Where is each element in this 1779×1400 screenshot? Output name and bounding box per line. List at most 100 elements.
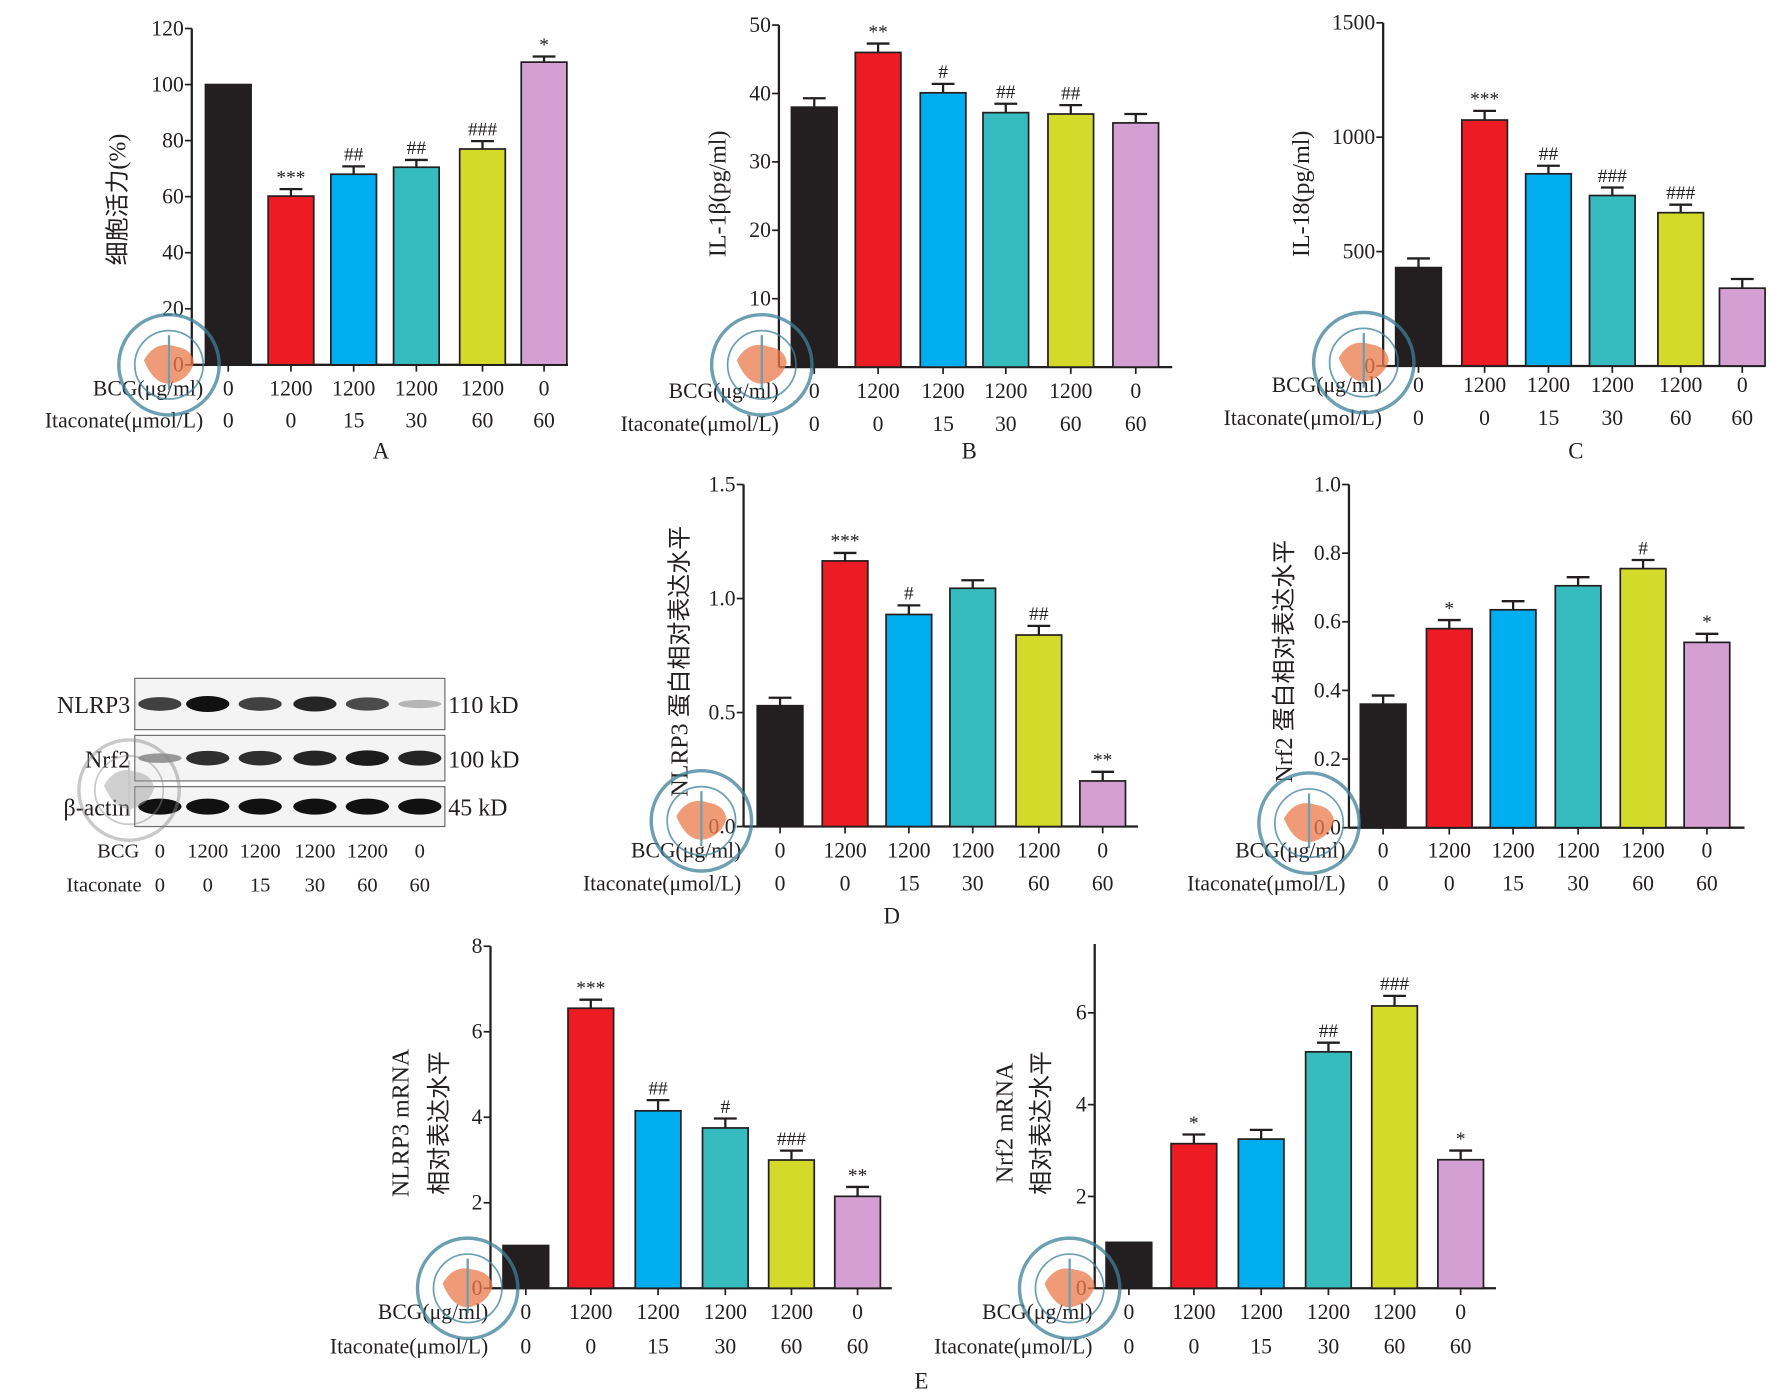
bcg-value: 1200	[823, 838, 866, 862]
blot-protein-label: NLRP3	[57, 693, 130, 719]
bcg-value: 1200	[1659, 373, 1702, 397]
y-tick-label: 40	[749, 81, 771, 105]
bar	[1394, 266, 1443, 367]
bcg-row-label: BCG(μg/ml)	[1235, 838, 1345, 862]
blot-protein-label: β-actin	[64, 796, 131, 822]
itaconate-value: 60	[1696, 871, 1718, 895]
blot-row-1: Nrf2 100 kD	[85, 734, 519, 782]
itaconate-value: 60	[781, 1334, 803, 1358]
bar	[1047, 113, 1095, 368]
significance-label: ##	[1029, 604, 1049, 625]
bar	[767, 1159, 816, 1290]
itaconate-value: 30	[1567, 871, 1589, 895]
y-axis-label: 细胞活力(%)	[105, 134, 132, 266]
itaconate-row-label: Itaconate(μmol/L)	[330, 1334, 488, 1358]
blot-size-label: 110 kD	[448, 693, 518, 719]
significance-label: ***	[576, 978, 605, 999]
watermark-seal	[1257, 771, 1361, 876]
significance-label: #	[1638, 538, 1648, 559]
y-tick-label: 0.6	[1314, 610, 1341, 634]
bar	[821, 560, 869, 828]
bar	[1554, 584, 1602, 829]
bar	[1112, 122, 1160, 368]
bcg-value: 1200	[1527, 373, 1570, 397]
blot-bcg-value: 1200	[294, 840, 335, 862]
bcg-row-label: BCG(μg/ml)	[93, 377, 203, 401]
chart-a: 020406080100120细胞活力(%)00***12000##120015…	[45, 16, 569, 433]
y-tick-label: 1000	[1332, 125, 1375, 149]
chart-c: 0 500 1000 1500 IL-18(pg/ml) 0 0 *** 1200 0 ## 1200…	[1224, 11, 1766, 430]
y-tick-label: 0.8	[1314, 541, 1341, 565]
significance-label: ##	[407, 138, 427, 159]
y-tick-label: 2	[1076, 1184, 1087, 1208]
itaconate-value: 0	[775, 871, 786, 895]
bcg-value: 1200	[1556, 838, 1599, 862]
bar	[701, 1127, 749, 1290]
blot-itaconate-value: 0	[155, 875, 165, 897]
significance-label: ##	[344, 145, 364, 166]
itaconate-value: 60	[472, 409, 494, 433]
y-tick-label: 40	[162, 241, 184, 265]
blot-band	[186, 696, 230, 712]
seal-outer-ring	[415, 1236, 520, 1341]
itaconate-value: 0	[223, 409, 234, 433]
bcg-value: 1200	[1049, 379, 1092, 403]
y-axis-label: NLRP3 蛋白相对表达水平	[667, 526, 694, 797]
bcg-value: 1200	[1172, 1300, 1215, 1324]
blot-bcg-value: 1200	[347, 840, 388, 862]
seal-outer-ring	[1017, 1236, 1122, 1341]
significance-label: **	[1093, 750, 1112, 771]
bcg-value: 0	[539, 377, 550, 401]
bar	[567, 1007, 615, 1290]
panel-label-c: C	[1568, 438, 1583, 463]
seal-outer-ring	[117, 312, 221, 417]
bcg-value: 0	[1413, 373, 1424, 397]
bcg-value: 0	[1702, 838, 1713, 862]
bar	[885, 613, 933, 828]
itaconate-row-label: Itaconate(μmol/L)	[934, 1334, 1092, 1358]
blot-band	[138, 753, 182, 763]
itaconate-value: 0	[585, 1334, 596, 1358]
panel-label-a: A	[373, 438, 390, 463]
bcg-value: 1200	[1017, 838, 1060, 862]
bcg-value: 0	[1455, 1300, 1466, 1324]
bar	[1237, 1138, 1285, 1290]
blot-size-label: 45 kD	[448, 796, 507, 822]
itaconate-value: 30	[1601, 406, 1623, 430]
y-axis-label: NLRP3 mRNA	[388, 1048, 414, 1197]
blot-band	[398, 798, 442, 815]
blot-band	[293, 750, 337, 766]
bcg-value: 0	[809, 379, 820, 403]
blot-band	[293, 696, 337, 712]
seal-inner-ring	[133, 329, 205, 400]
itaconate-value: 30	[715, 1334, 737, 1358]
bcg-value: 0	[775, 838, 786, 862]
bcg-value: 1200	[1428, 838, 1471, 862]
bcg-value: 1200	[1240, 1300, 1283, 1324]
bar	[520, 61, 568, 366]
itaconate-value: 0	[1123, 1334, 1134, 1358]
itaconate-row-label: Itaconate(μmol/L)	[45, 409, 203, 433]
y-tick-label: 30	[749, 150, 771, 174]
seal-outer-ring	[77, 738, 181, 842]
blot-band	[238, 750, 282, 766]
bar	[502, 1244, 550, 1290]
panel-label-b: B	[962, 438, 977, 463]
bcg-value: 1200	[1463, 373, 1506, 397]
seal-outer-ring	[1257, 771, 1361, 876]
bcg-value: 1200	[770, 1300, 813, 1324]
bcg-value: 0	[1737, 373, 1748, 397]
blot-protein-label: Nrf2	[85, 747, 130, 773]
bar	[790, 106, 838, 368]
y-tick-label: 4	[1076, 1092, 1087, 1116]
bcg-value: 1200	[1591, 373, 1634, 397]
bar	[756, 704, 804, 828]
bar	[1460, 119, 1509, 367]
bcg-value: 1200	[984, 379, 1027, 403]
y-tick-label: 6	[1076, 1001, 1087, 1025]
y-tick-label: 8	[472, 934, 483, 958]
blot-size-label: 100 kD	[448, 747, 519, 773]
y-tick-label: 100	[151, 72, 183, 96]
